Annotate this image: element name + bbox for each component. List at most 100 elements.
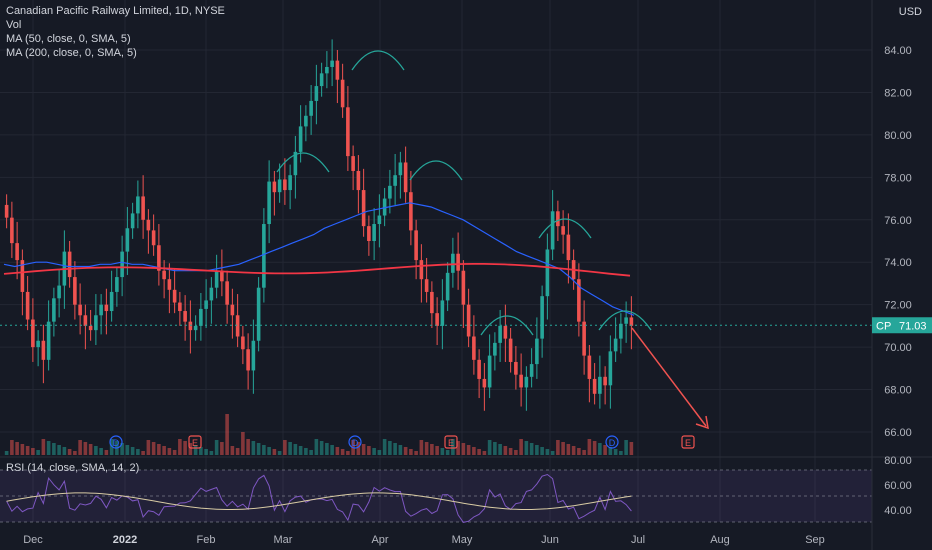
volume-bar bbox=[83, 442, 88, 455]
candle-body bbox=[304, 115, 308, 127]
candle-body bbox=[556, 211, 560, 227]
price-tick-label: 84.00 bbox=[884, 45, 912, 57]
candle-body bbox=[225, 281, 229, 305]
time-tick-label: Feb bbox=[197, 534, 216, 546]
candle-body bbox=[88, 325, 93, 331]
candle-body bbox=[136, 196, 140, 214]
volume-bar bbox=[220, 442, 224, 455]
candle-body bbox=[57, 285, 61, 299]
candle-body bbox=[582, 321, 586, 356]
volume-bar bbox=[73, 451, 77, 455]
price-tick-label: 78.00 bbox=[884, 172, 912, 184]
candle-body bbox=[141, 196, 145, 220]
volume-bar bbox=[46, 441, 51, 455]
volume-bar bbox=[178, 439, 182, 455]
candle-body bbox=[451, 253, 455, 273]
candle-body bbox=[283, 179, 287, 191]
volume-bar bbox=[225, 414, 229, 455]
time-tick-label: Sep bbox=[805, 534, 825, 546]
arc-annotation bbox=[480, 315, 534, 336]
candle-body bbox=[125, 228, 130, 252]
candle-body bbox=[603, 376, 607, 386]
volume-bar bbox=[304, 448, 308, 455]
volume-bar bbox=[162, 446, 166, 455]
arc-annotation bbox=[598, 310, 652, 331]
candle-body bbox=[529, 364, 534, 377]
candle-body bbox=[461, 270, 466, 305]
volume-bar bbox=[167, 448, 172, 455]
volume-bar bbox=[440, 448, 445, 455]
candle-body bbox=[624, 317, 628, 324]
time-tick-label: Mar bbox=[274, 534, 293, 546]
volume-bar bbox=[146, 440, 151, 455]
candle-body bbox=[183, 311, 187, 322]
price-tick-label: 68.00 bbox=[884, 385, 912, 397]
volume-bar bbox=[545, 449, 550, 455]
candle-body bbox=[561, 226, 565, 235]
volume-bar bbox=[456, 441, 460, 455]
forecast-arrow bbox=[631, 327, 707, 427]
candle-body bbox=[440, 300, 445, 326]
candle-body bbox=[288, 175, 292, 191]
candle-body bbox=[524, 376, 529, 388]
volume-bar bbox=[430, 444, 434, 455]
volume-bar bbox=[251, 441, 256, 455]
candle-body bbox=[15, 243, 19, 261]
candle-body bbox=[73, 277, 77, 305]
volume-bar bbox=[524, 441, 529, 455]
candle-body bbox=[241, 336, 245, 350]
rsi-pane bbox=[0, 456, 932, 523]
candle-body bbox=[309, 100, 313, 116]
candle-body bbox=[162, 270, 166, 280]
candle-body bbox=[120, 251, 124, 278]
currency-label: USD bbox=[898, 6, 922, 18]
time-tick-label: Jul bbox=[631, 534, 645, 546]
candle-body bbox=[20, 260, 25, 292]
candle-body bbox=[466, 304, 471, 337]
volume-bar bbox=[367, 446, 371, 455]
volume-bar bbox=[267, 447, 271, 455]
volume-bar bbox=[94, 446, 98, 455]
candle-body bbox=[493, 342, 497, 356]
candle-body bbox=[256, 287, 261, 341]
earnings-marker-icon bbox=[188, 435, 202, 449]
volume-bar bbox=[414, 451, 418, 455]
volume-bar bbox=[209, 451, 214, 455]
volume-bar bbox=[461, 443, 466, 455]
candle-body bbox=[246, 349, 250, 371]
chart-legend: Canadian Pacific Railway Limited, 1D, NY… bbox=[6, 4, 225, 60]
candle-body bbox=[167, 279, 172, 290]
candle-body bbox=[340, 79, 345, 108]
candle-body bbox=[31, 319, 35, 348]
volume-bar bbox=[172, 450, 177, 455]
volume-bar bbox=[157, 444, 161, 455]
time-tick-label: Dec bbox=[23, 534, 43, 546]
candle-body bbox=[235, 315, 240, 337]
volume-bar bbox=[136, 449, 140, 455]
candle-body bbox=[535, 338, 539, 365]
ma50-line bbox=[3, 202, 635, 316]
volume-bar bbox=[262, 445, 266, 455]
volume-bar bbox=[556, 440, 560, 455]
volume-bar bbox=[88, 444, 93, 455]
volume-bar bbox=[498, 444, 502, 455]
earnings-marker-icon bbox=[444, 435, 458, 449]
candle-body bbox=[277, 179, 282, 193]
arc-annotation bbox=[351, 50, 405, 71]
volume-bar bbox=[36, 450, 40, 455]
time-tick-label: 2022 bbox=[113, 534, 137, 546]
volume-bar bbox=[246, 439, 250, 455]
volume-bar bbox=[293, 444, 298, 455]
volume-bar bbox=[508, 448, 513, 455]
volume-bar bbox=[514, 450, 518, 455]
candle-body bbox=[325, 66, 329, 74]
event-marker-label: E bbox=[192, 438, 198, 448]
volume-bar bbox=[31, 448, 35, 455]
volume-bar bbox=[125, 445, 130, 455]
volume-bar bbox=[141, 451, 145, 455]
volume-bar bbox=[603, 445, 607, 455]
volume-bar bbox=[624, 440, 628, 455]
volume-bar bbox=[403, 447, 408, 455]
volume-bar bbox=[435, 446, 439, 455]
